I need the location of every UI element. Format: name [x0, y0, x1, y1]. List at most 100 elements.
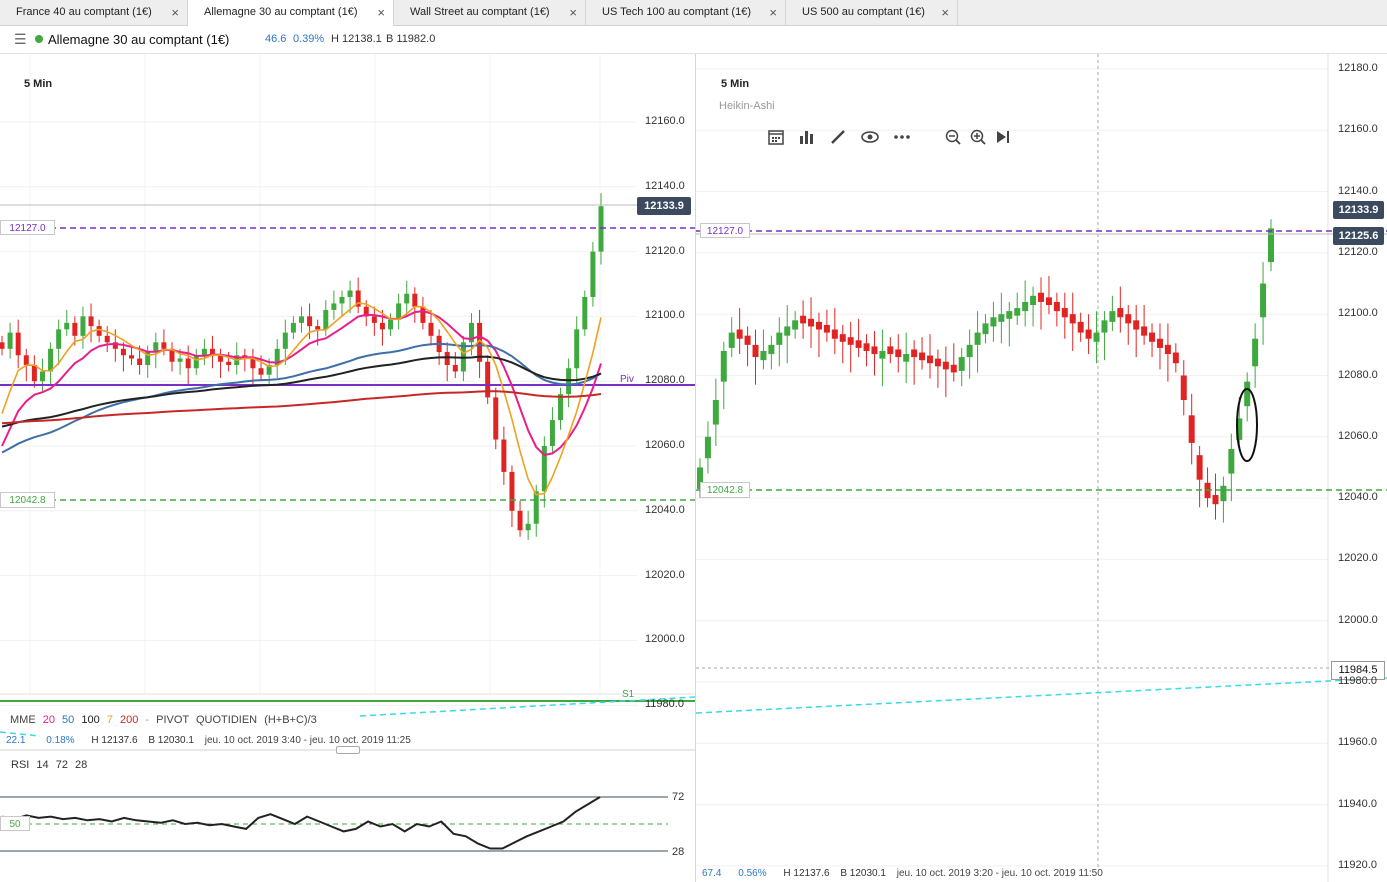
tab-wall-street[interactable]: Wall Street au comptant (1€) × — [394, 0, 586, 25]
candle-body — [363, 306, 369, 317]
menu-icon[interactable]: ☰ — [14, 31, 27, 47]
y-tick: 11940.0 — [1338, 797, 1377, 810]
candle-body — [839, 334, 846, 342]
candle-body — [1085, 329, 1092, 339]
close-icon[interactable]: × — [569, 5, 577, 20]
candle-body — [549, 420, 555, 446]
candle-body — [299, 316, 304, 323]
candle-body — [887, 346, 894, 355]
ema-100-line — [1, 355, 602, 428]
tab-france-40[interactable]: France 40 au comptant (1€) × — [0, 0, 188, 25]
candle-body — [736, 329, 743, 339]
eye-icon[interactable] — [861, 129, 879, 145]
trend-line — [359, 696, 695, 717]
y-tick: 12140.0 — [645, 179, 685, 192]
candle-body — [712, 400, 719, 425]
instrument-high: H 12138.1 — [331, 33, 382, 45]
annotation-ellipse — [1236, 388, 1258, 462]
candle-body — [990, 317, 997, 327]
pane-resize-handle[interactable] — [336, 746, 360, 754]
left-chart-svg[interactable] — [0, 54, 695, 882]
candle-body — [137, 358, 143, 365]
candle-body — [201, 348, 207, 356]
y-tick: 12080.0 — [645, 374, 685, 387]
candle-body — [958, 357, 965, 371]
y-tick: 12020.0 — [1338, 552, 1378, 565]
status-high: H 12137.6 — [783, 868, 830, 879]
rsi-p2: 72 — [55, 759, 68, 771]
more-icon[interactable] — [893, 129, 911, 145]
left-status-bar: 22.1 0.18% H 12137.6 B 12030.1 jeu. 10 o… — [6, 735, 411, 746]
candle-body — [509, 471, 515, 511]
candle-body — [926, 355, 933, 364]
candle-body — [784, 326, 791, 336]
candle-body — [331, 303, 337, 310]
candle-body — [879, 350, 886, 359]
scroll-to-end-icon[interactable] — [994, 129, 1012, 145]
indicator-legend[interactable]: MME 20 50 100 7 200 - PIVOT QUOTIDIEN (H… — [10, 714, 317, 726]
candle-body — [1164, 344, 1171, 355]
right-chart-svg[interactable] — [696, 54, 1387, 882]
candle-body — [31, 365, 37, 382]
close-icon[interactable]: × — [941, 5, 949, 20]
candle-body — [161, 342, 167, 349]
panel-divider[interactable] — [695, 54, 696, 882]
candle-body — [64, 322, 70, 330]
candle-body — [760, 350, 767, 361]
tab-label: US Tech 100 au comptant (1€) — [602, 6, 751, 18]
legend-quotidien: QUOTIDIEN — [196, 714, 258, 726]
candle-body — [1156, 338, 1163, 348]
left-timeframe[interactable]: 5 Min — [24, 78, 53, 90]
candle-body — [485, 361, 491, 398]
candle-body — [903, 354, 910, 362]
candle-body — [752, 344, 759, 358]
candle-body — [185, 358, 191, 369]
pivot-label: Piv — [620, 374, 634, 385]
tab-us-500[interactable]: US 500 au comptant (1€) × — [786, 0, 958, 25]
candle-body — [1228, 449, 1235, 474]
level-tag-upper: 12127.0 — [0, 220, 55, 235]
candle-body — [250, 358, 256, 369]
candle-body — [1188, 415, 1195, 443]
candle-body — [697, 467, 703, 489]
close-icon[interactable]: × — [769, 5, 777, 20]
candle-body — [1022, 301, 1029, 312]
rsi-legend[interactable]: RSI 14 72 28 — [11, 759, 87, 771]
candle-body — [1014, 308, 1021, 316]
bar-chart-icon[interactable] — [797, 129, 815, 145]
candle-body — [895, 349, 902, 358]
candle-body — [855, 340, 862, 348]
instrument-name[interactable]: Allemagne 30 au comptant (1€) — [48, 32, 230, 47]
candle-body — [315, 326, 321, 330]
candle-body — [7, 332, 13, 349]
legend-formula: (H+B+C)/3 — [264, 714, 317, 726]
candle-body — [558, 394, 564, 421]
right-chart-panel[interactable]: 5 Min Heikin-Ashi 12127.0 12042.8 12133.… — [696, 54, 1387, 882]
price-tag: 12133.9 — [1333, 201, 1384, 219]
tab-allemagne-30[interactable]: Allemagne 30 au comptant (1€) × — [188, 0, 394, 26]
candle-body — [56, 329, 62, 349]
candle-body — [517, 510, 523, 531]
y-tick: 11980.0 — [645, 698, 684, 711]
close-icon[interactable]: × — [377, 5, 385, 20]
status-value: 22.1 — [6, 735, 26, 746]
calendar-icon[interactable] — [767, 129, 785, 145]
candle-body — [1109, 311, 1116, 322]
zoom-in-icon[interactable] — [969, 129, 987, 145]
close-icon[interactable]: × — [171, 5, 179, 20]
level-tag-lower: 12042.8 — [700, 482, 750, 498]
candle-body — [493, 397, 499, 440]
tab-us-tech-100[interactable]: US Tech 100 au comptant (1€) × — [586, 0, 786, 25]
candle-body — [15, 332, 21, 356]
pencil-icon[interactable] — [829, 129, 847, 145]
candle-body — [823, 324, 830, 333]
right-timeframe[interactable]: 5 Min — [721, 78, 750, 90]
status-low: B 12030.1 — [148, 735, 194, 746]
candle-body — [1133, 320, 1140, 330]
y-tick: 12060.0 — [645, 439, 685, 451]
zoom-out-icon[interactable] — [944, 129, 962, 145]
candle-body — [48, 348, 54, 372]
rsi-label: RSI — [11, 759, 30, 771]
candle-body — [871, 346, 878, 355]
left-chart-panel[interactable]: 5 Min 12127.0 12042.8 12133.9 Piv S1 121… — [0, 54, 695, 882]
